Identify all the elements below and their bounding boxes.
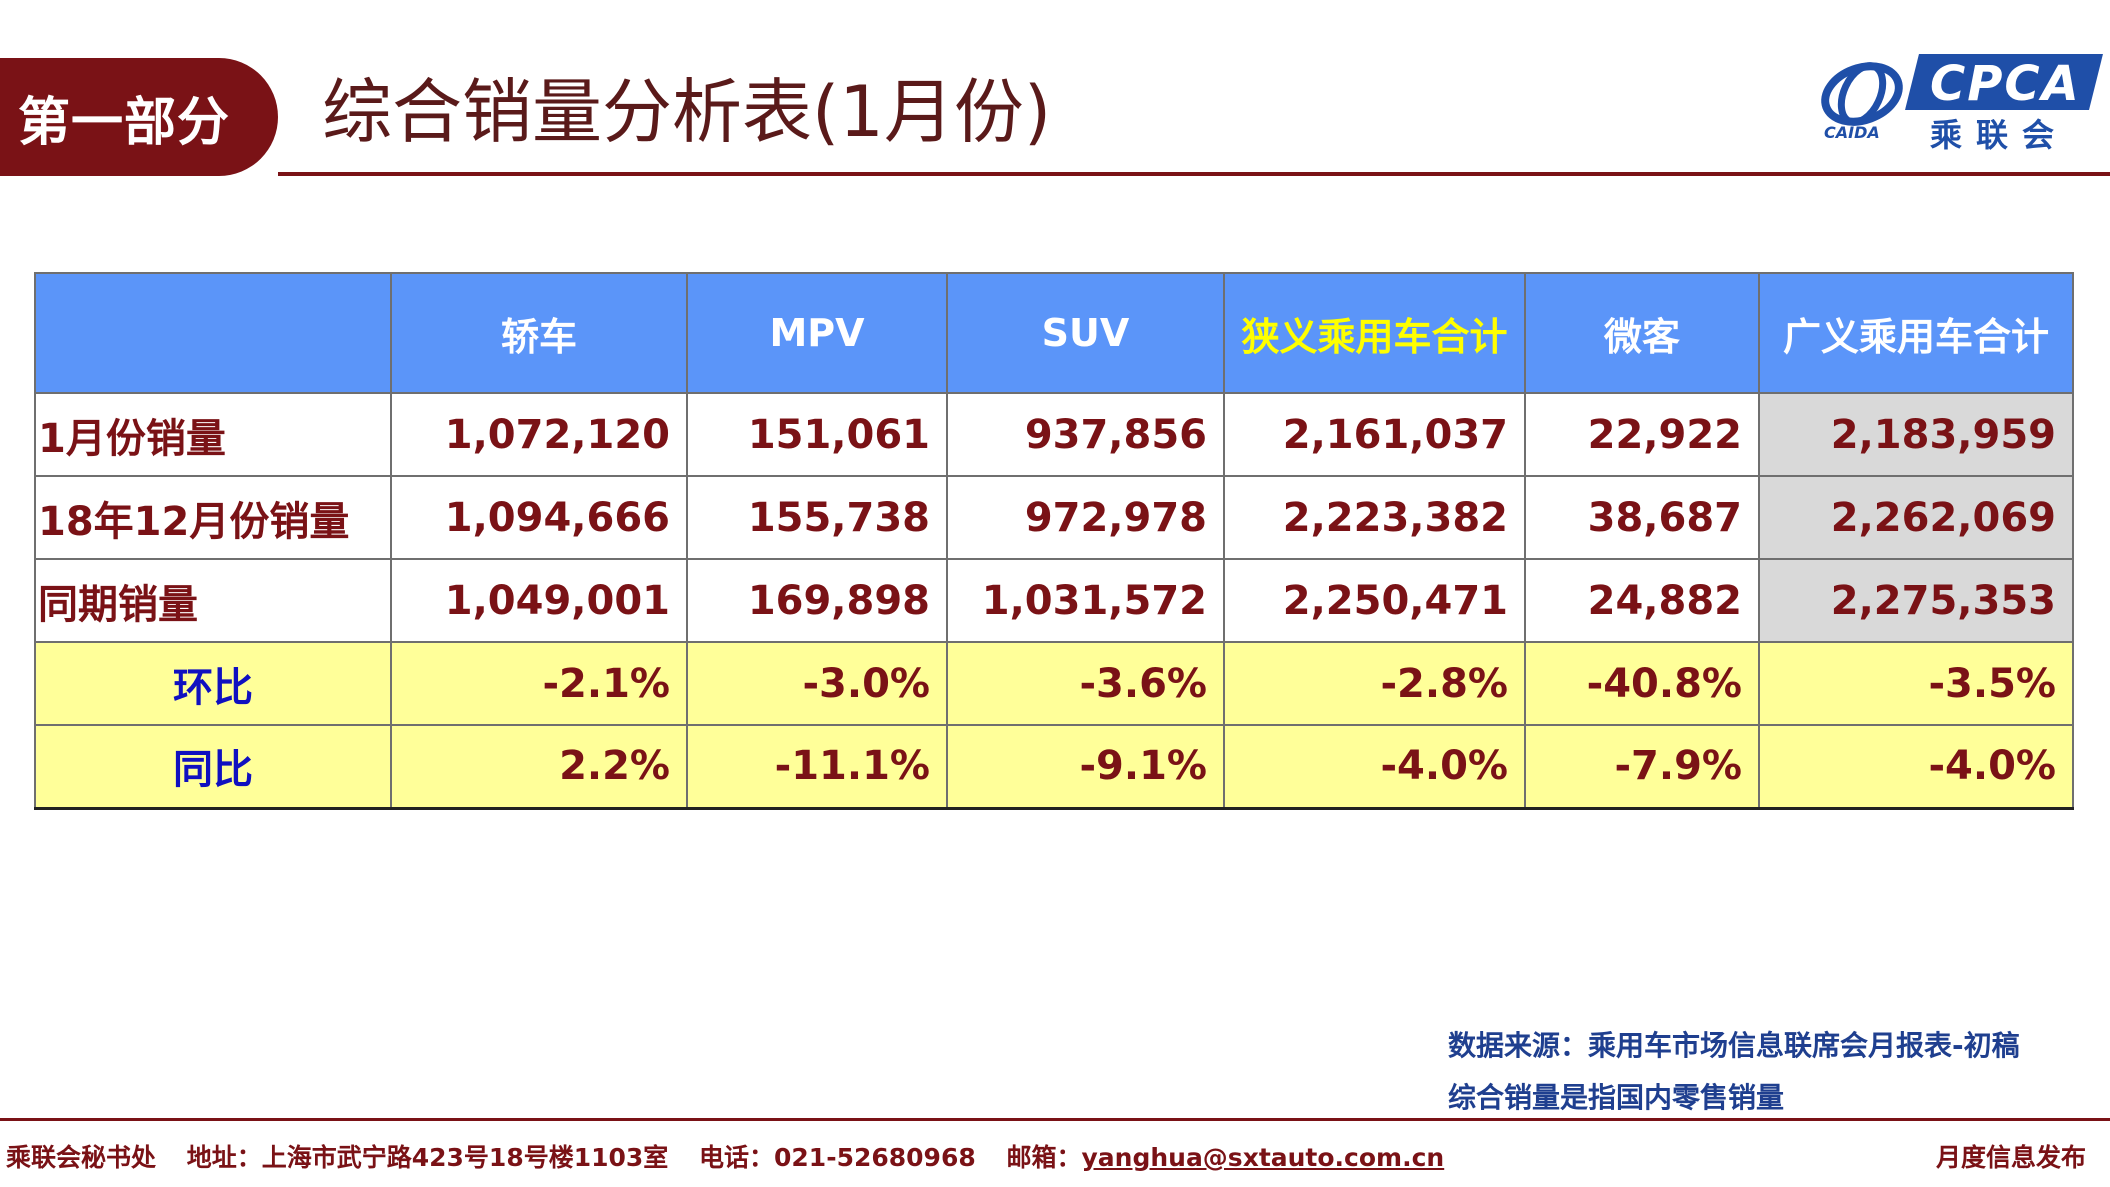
- table-cell: 2,161,037: [1223, 392, 1526, 477]
- footer-contact: 乘联会秘书处 地址：上海市武宁路423号18号楼1103室 电话：021-526…: [6, 1138, 1466, 1174]
- emblem-text: CAIDA: [1824, 123, 1880, 142]
- footer-address: 地址：上海市武宁路423号18号楼1103室: [186, 1143, 669, 1172]
- table-cell: -4.0%: [1758, 724, 2074, 810]
- table-row: 同期销量 1,049,001 169,898 1,031,572 2,250,4…: [34, 558, 2074, 643]
- table-cell: 151,061: [686, 392, 948, 477]
- table-cell: 2,223,382: [1223, 475, 1526, 560]
- table-cell: -4.0%: [1223, 724, 1526, 810]
- cpca-logo: CAIDA CPCA 乘联会: [1818, 50, 2103, 154]
- table-cell: 1,094,666: [390, 475, 688, 560]
- table-cell: 155,738: [686, 475, 948, 560]
- footer-email-link[interactable]: yanghua@sxtauto.com.cn: [1081, 1143, 1445, 1172]
- table-cell: 2.2%: [390, 724, 688, 810]
- table-cell: -2.1%: [390, 641, 688, 726]
- row-label: 1月份销量: [34, 392, 392, 477]
- table-cell: -3.5%: [1758, 641, 2074, 726]
- table-cell: -40.8%: [1524, 641, 1760, 726]
- header-divider: [278, 172, 2110, 176]
- table-row-mom: 环比 -2.1% -3.0% -3.6% -2.8% -40.8% -3.5%: [34, 641, 2074, 726]
- definition-note: 综合销量是指国内零售销量: [1448, 1081, 1785, 1114]
- row-label: 环比: [34, 641, 392, 726]
- table-cell: -3.6%: [946, 641, 1225, 726]
- table-row: 1月份销量 1,072,120 151,061 937,856 2,161,03…: [34, 392, 2074, 477]
- column-header-corner: [34, 272, 392, 394]
- column-header-sedan: 轿车: [390, 272, 688, 394]
- table-cell: 22,922: [1524, 392, 1760, 477]
- footer-org: 乘联会秘书处: [6, 1143, 157, 1172]
- table-cell: 2,275,353: [1758, 558, 2074, 643]
- table-cell: 2,262,069: [1758, 475, 2074, 560]
- sales-analysis-table: 轿车 MPV SUV 狭义乘用车合计 微客 广义乘用车合计 1月份销量 1,07…: [34, 272, 2074, 810]
- table-cell: 972,978: [946, 475, 1225, 560]
- footer-release-label: 月度信息发布: [1935, 1143, 2086, 1172]
- footer-divider: [0, 1118, 2110, 1121]
- table-cell: 937,856: [946, 392, 1225, 477]
- table-cell: -2.8%: [1223, 641, 1526, 726]
- table-cell: 1,031,572: [946, 558, 1225, 643]
- logo-subtext: 乘联会: [1930, 116, 2069, 154]
- table-cell: 1,072,120: [390, 392, 688, 477]
- table-header-row: 轿车 MPV SUV 狭义乘用车合计 微客 广义乘用车合计: [34, 272, 2074, 394]
- footer-email-label: 邮箱：: [1006, 1143, 1082, 1172]
- column-header-narrow-total: 狭义乘用车合计: [1223, 272, 1526, 394]
- logo-text: CPCA: [1930, 56, 2081, 112]
- row-label: 18年12月份销量: [34, 475, 392, 560]
- table-cell: -9.1%: [946, 724, 1225, 810]
- table-cell: -11.1%: [686, 724, 948, 810]
- footer-phone: 电话：021-52680968: [699, 1143, 976, 1172]
- column-header-mpv: MPV: [686, 272, 948, 394]
- table-cell: -7.9%: [1524, 724, 1760, 810]
- column-header-broad-total: 广义乘用车合计: [1758, 272, 2074, 394]
- table-cell: 1,049,001: [390, 558, 688, 643]
- table-cell: 169,898: [686, 558, 948, 643]
- table-cell: -3.0%: [686, 641, 948, 726]
- row-label: 同期销量: [34, 558, 392, 643]
- table-row-yoy: 同比 2.2% -11.1% -9.1% -4.0% -7.9% -4.0%: [34, 724, 2074, 810]
- data-source-note: 数据来源：乘用车市场信息联席会月报表-初稿: [1448, 1029, 2020, 1062]
- caida-emblem-icon: CAIDA: [1821, 62, 1903, 142]
- table-cell: 2,183,959: [1758, 392, 2074, 477]
- page-title: 综合销量分析表(1月份): [322, 71, 1052, 153]
- column-header-minivan: 微客: [1524, 272, 1760, 394]
- table-cell: 24,882: [1524, 558, 1760, 643]
- column-header-suv: SUV: [946, 272, 1225, 394]
- section-label: 第一部分: [18, 92, 231, 153]
- table-cell: 38,687: [1524, 475, 1760, 560]
- section-tab: 第一部分: [0, 58, 278, 176]
- row-label: 同比: [34, 724, 392, 810]
- table-row: 18年12月份销量 1,094,666 155,738 972,978 2,22…: [34, 475, 2074, 560]
- table-cell: 2,250,471: [1223, 558, 1526, 643]
